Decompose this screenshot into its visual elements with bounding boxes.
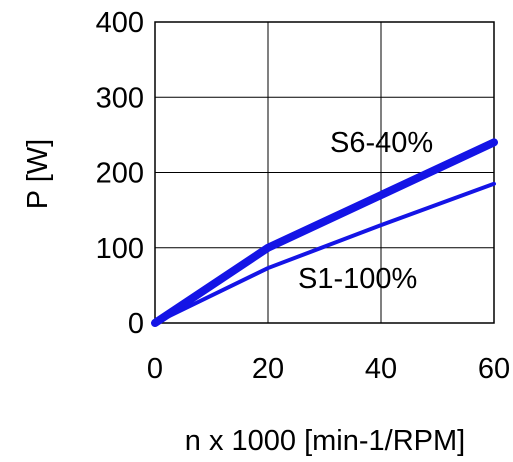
x-tick-label-3: 60 <box>478 353 510 385</box>
series-label-s1-100: S1-100% <box>298 263 417 295</box>
x-tick-label-1: 20 <box>252 353 284 385</box>
y-tick-label-4: 400 <box>96 7 144 39</box>
x-axis-label: n x 1000 [min-1/RPM] <box>185 425 465 457</box>
y-tick-label-2: 200 <box>96 158 144 190</box>
y-tick-label-3: 300 <box>96 82 144 114</box>
series-line-1 <box>153 181 496 325</box>
series-label-s6-40: S6-40% <box>330 127 433 159</box>
plot-frame <box>154 21 495 324</box>
y-tick-label-1: 100 <box>96 233 144 265</box>
x-tick-label-2: 40 <box>365 353 397 385</box>
series-layer <box>151 138 498 327</box>
tick-labels: 0 20 40 60 0 100 200 300 400 <box>96 7 511 385</box>
x-tick-label-0: 0 <box>147 353 163 385</box>
series-line-0 <box>151 138 498 327</box>
y-tick-label-0: 0 <box>128 308 144 340</box>
y-axis-label: P [W] <box>22 139 54 209</box>
